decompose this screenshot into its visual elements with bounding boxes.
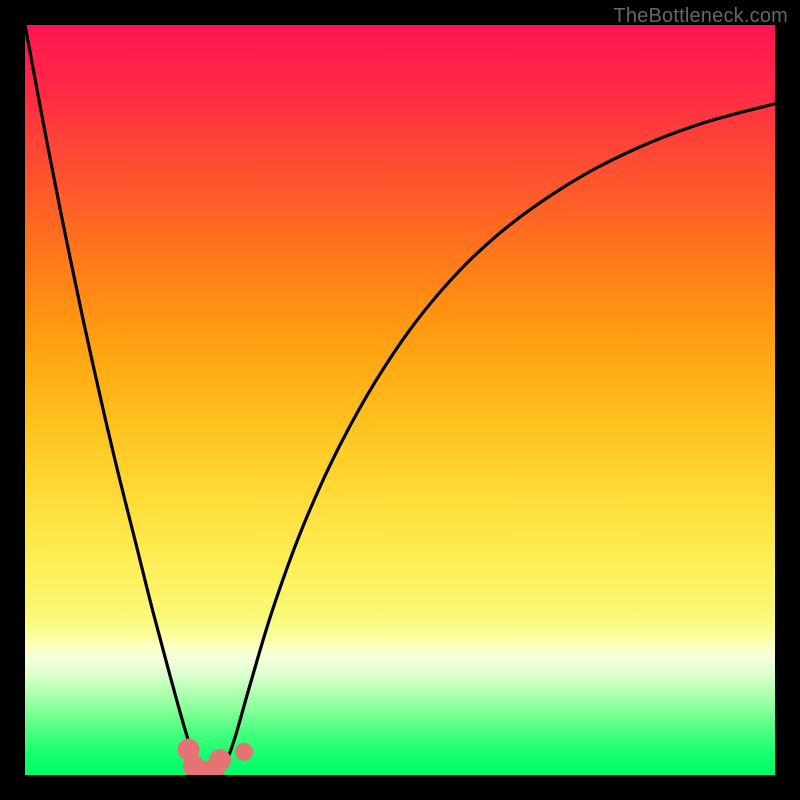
chart-svg bbox=[0, 0, 800, 800]
data-marker bbox=[209, 749, 231, 771]
data-marker bbox=[235, 743, 253, 761]
chart-root: TheBottleneck.com bbox=[0, 0, 800, 800]
watermark-text: TheBottleneck.com bbox=[613, 5, 788, 28]
